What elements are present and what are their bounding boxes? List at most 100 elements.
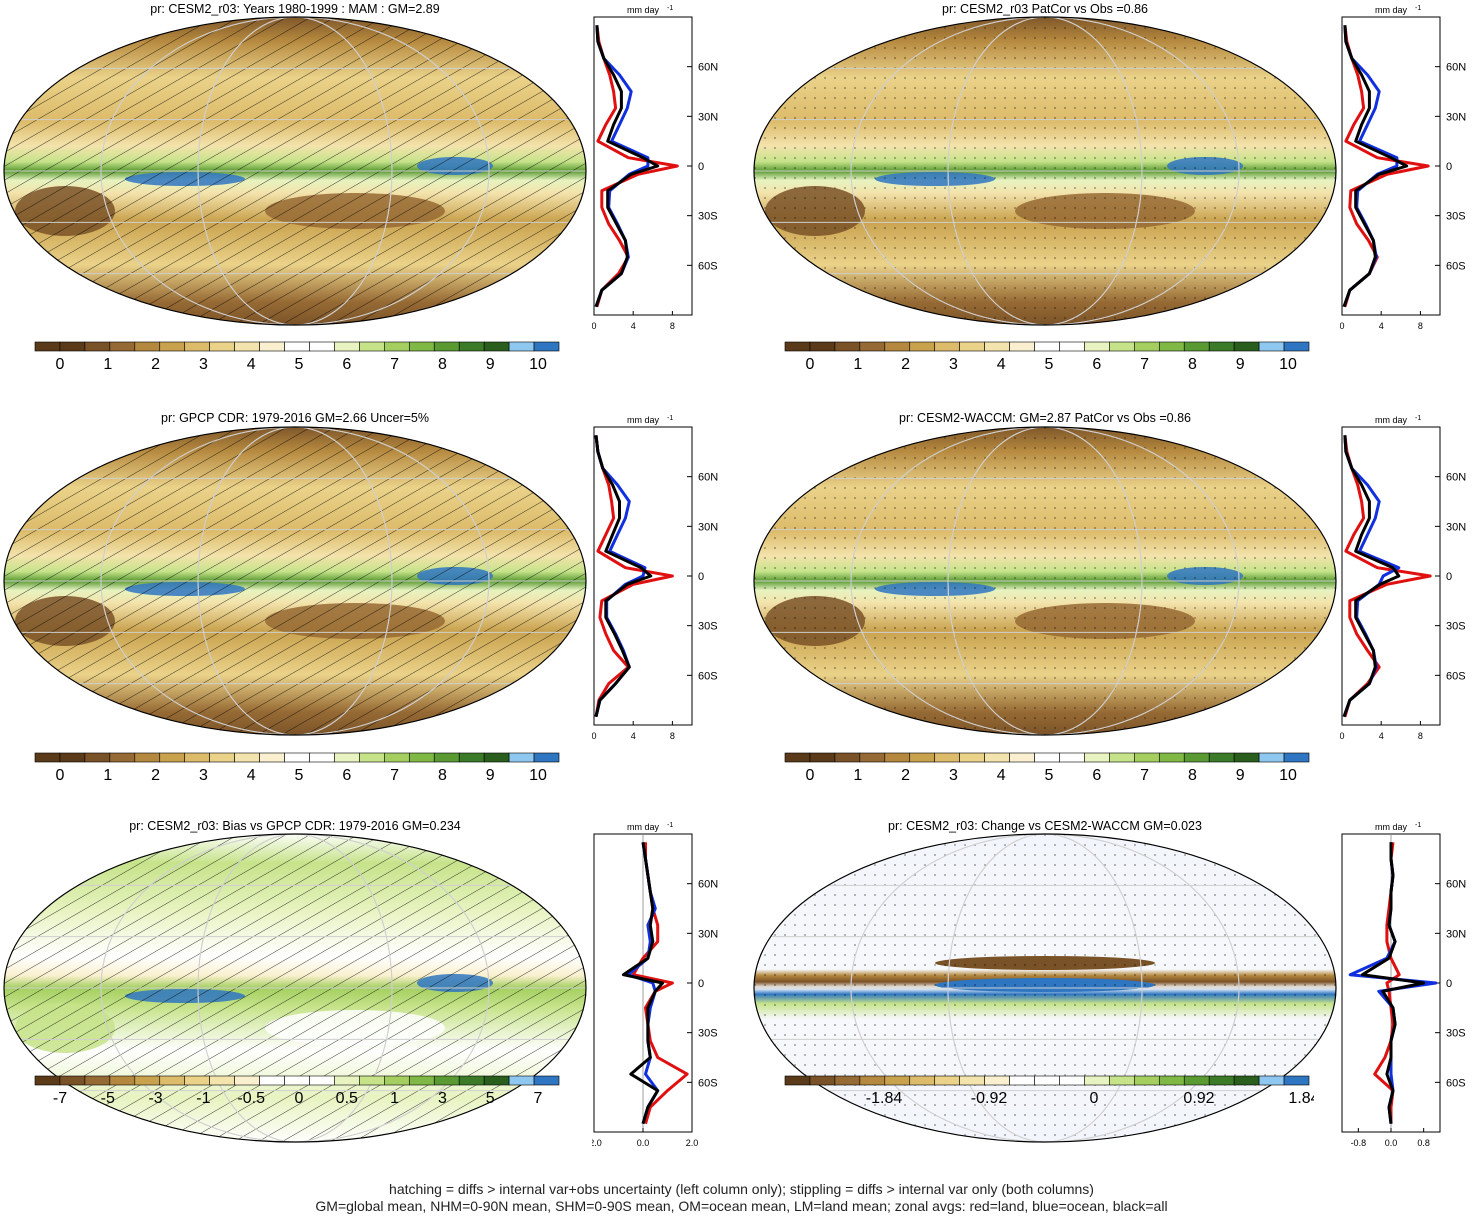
- colorbar-swatch: [259, 341, 285, 352]
- colorbar-swatch: [508, 752, 535, 763]
- colorbar-swatch: [1158, 1075, 1185, 1086]
- profile-line-all: [1360, 842, 1426, 1124]
- zonal-profile: mm day -1 60N 30N 0 30S 60S 0 4 8: [592, 415, 718, 741]
- colorbar-label: -0.5: [237, 1090, 265, 1105]
- profile-line-land: [1343, 435, 1432, 718]
- colorbar-swatch: [934, 341, 960, 352]
- colorbar-swatch: [408, 752, 435, 763]
- map-plot: [753, 16, 1337, 326]
- colorbar-swatch: [384, 752, 410, 763]
- map-border: [3, 833, 587, 1143]
- colorbar-swatch: [1183, 752, 1210, 763]
- colorbar-swatch: [533, 752, 560, 763]
- colorbar-swatch: [59, 341, 86, 352]
- zonal-profile: mm day -1 60N 30N 0 30S 60S -0.8 0.0 0.8: [1341, 822, 1466, 1148]
- colorbar-swatch: [1158, 341, 1185, 352]
- colorbar-swatch: [1183, 341, 1210, 352]
- caption-line-2: GM=global mean, NHM=0-90N mean, SHM=0-90…: [315, 1198, 1168, 1214]
- colorbar-swatch: [408, 1075, 435, 1086]
- colorbar-swatch: [533, 1075, 560, 1086]
- lat-label: 30N: [1446, 521, 1466, 533]
- lat-label: 30N: [698, 111, 718, 123]
- colorbar-swatch: [84, 1075, 111, 1086]
- colorbar-label: -1: [196, 1090, 210, 1105]
- colorbar-label: 1: [103, 356, 112, 371]
- x-tick-label: 4: [1379, 731, 1384, 741]
- colorbar-swatch: [1283, 341, 1310, 352]
- x-tick-label: 0.8: [1417, 1138, 1430, 1148]
- profile-unit-exponent: -1: [667, 415, 673, 422]
- colorbar-swatch: [433, 341, 460, 352]
- colorbar-label: 3: [438, 1090, 447, 1105]
- colorbar-swatch: [109, 752, 136, 763]
- lat-label: 30N: [1446, 111, 1466, 123]
- colorbar-swatch: [134, 1075, 161, 1086]
- colorbar-swatch: [184, 1075, 210, 1086]
- colorbar-swatch: [1034, 341, 1060, 352]
- colorbar-swatch: [984, 341, 1010, 352]
- colorbar-swatch: [884, 1075, 911, 1086]
- x-tick-label: 4: [631, 731, 636, 741]
- colorbar-swatch: [508, 1075, 535, 1086]
- colorbar-swatch: [1233, 341, 1260, 352]
- profile-unit: mm day: [1375, 822, 1408, 832]
- profile-line-all: [1342, 25, 1409, 308]
- colorbar-swatch: [884, 752, 911, 763]
- colorbar-swatch: [433, 752, 460, 763]
- colorbar-swatch: [209, 1075, 235, 1086]
- colorbar-label: 8: [438, 767, 447, 782]
- colorbar-swatch: [433, 1075, 460, 1086]
- map-plot: [753, 833, 1337, 1143]
- colorbar-swatch: [859, 1075, 886, 1086]
- colorbar-swatch: [809, 341, 836, 352]
- x-tick-label: 0.0: [1385, 1138, 1398, 1148]
- colorbar-swatch: [359, 1075, 385, 1086]
- colorbar-label: 9: [486, 767, 495, 782]
- colorbar-label: 0: [295, 1090, 304, 1105]
- map-plot: [3, 426, 587, 736]
- colorbar-swatch: [959, 752, 985, 763]
- colorbar-label: 3: [949, 356, 958, 371]
- profile-unit-exponent: -1: [1415, 5, 1421, 12]
- colorbar-label: 3: [199, 767, 208, 782]
- colorbar-swatch: [309, 341, 335, 352]
- colorbar-label: 0: [806, 767, 815, 782]
- colorbar-swatch: [209, 752, 235, 763]
- colorbar-swatch: [483, 752, 510, 763]
- lat-label: 0: [698, 978, 704, 990]
- colorbar-label: 8: [1188, 356, 1197, 371]
- lat-label: 60S: [698, 1077, 718, 1089]
- lat-label: 30S: [1446, 621, 1466, 633]
- zonal-profile: mm day -1 60N 30N 0 30S 60S -2.0 0.0 2.0: [592, 822, 718, 1148]
- colorbar-label: -0.92: [971, 1090, 1008, 1105]
- colorbar-swatch: [259, 1075, 285, 1086]
- colorbar-swatch: [859, 752, 886, 763]
- colorbar-swatch: [159, 752, 186, 763]
- colorbar-swatch: [458, 1075, 485, 1086]
- colorbar: 0 1 2 3 4 5 6 7 8 9 10: [784, 752, 1310, 782]
- colorbar-swatch: [1109, 1075, 1135, 1086]
- caption-line-1: hatching = diffs > internal var+obs unce…: [389, 1181, 1094, 1197]
- colorbar-label: 4: [997, 356, 1006, 371]
- colorbar-swatch: [834, 341, 861, 352]
- colorbar-swatch: [234, 1075, 260, 1086]
- lat-label: 60S: [1446, 260, 1466, 272]
- colorbar-swatch: [359, 341, 385, 352]
- map-plot: [3, 16, 587, 326]
- colorbar-swatch: [834, 752, 861, 763]
- lat-label: 60S: [1446, 670, 1466, 682]
- colorbar-swatch: [1034, 752, 1060, 763]
- colorbar-swatch: [1208, 752, 1235, 763]
- colorbar-label: 1: [853, 356, 862, 371]
- lat-label: 0: [1446, 571, 1452, 583]
- colorbar-label: 9: [1236, 356, 1245, 371]
- colorbar-swatch: [458, 752, 485, 763]
- colorbar-label: 4: [997, 767, 1006, 782]
- colorbar-swatch: [309, 752, 335, 763]
- map-border: [3, 426, 587, 736]
- colorbar-swatch: [1233, 1075, 1260, 1086]
- colorbar-label: 0.5: [336, 1090, 358, 1105]
- colorbar: 0 1 2 3 4 5 6 7 8 9 10: [34, 752, 560, 782]
- colorbar-swatch: [34, 1075, 61, 1086]
- colorbar-label: 7: [1140, 767, 1149, 782]
